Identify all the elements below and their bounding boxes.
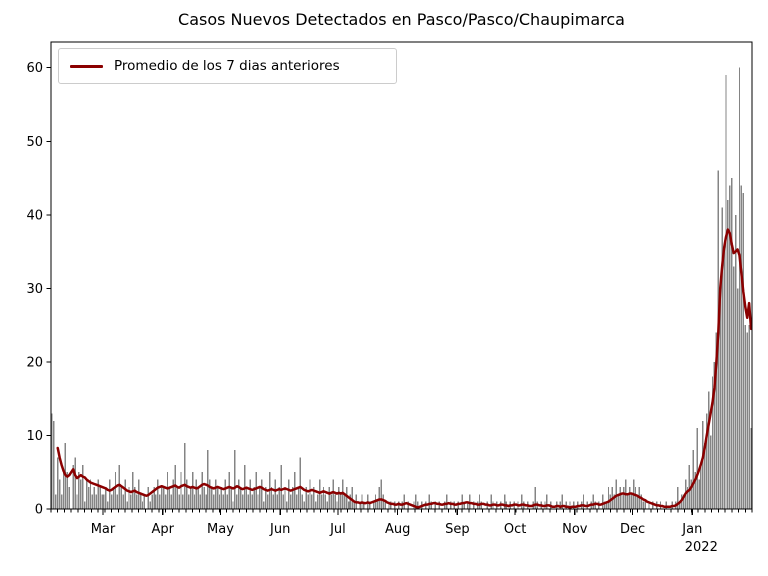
- avg-line-series: [56, 228, 753, 509]
- x-tick-label: Jul: [329, 522, 346, 537]
- y-tick-label: 60: [26, 61, 43, 76]
- legend-label: Promedio de los 7 dias anteriores: [114, 58, 340, 74]
- legend: Promedio de los 7 dias anteriores: [58, 48, 397, 84]
- axes: 0 10 20 30 40 50 60 Mar Apr May Jun Jul Aug Sep Oct Nov…: [26, 41, 753, 555]
- x-tick-label: Mar: [91, 522, 116, 537]
- x-tick-label: Nov: [562, 522, 588, 537]
- y-tick-label: 50: [26, 135, 43, 150]
- x-axis-year-label: 2022: [685, 540, 718, 555]
- x-tick-label: May: [207, 522, 234, 537]
- legend-line-swatch: [70, 64, 103, 68]
- x-tick-label: Apr: [151, 522, 174, 537]
- y-tick-label: 40: [26, 208, 43, 223]
- x-tick-label: Oct: [504, 522, 526, 537]
- x-tick-label: Jun: [269, 522, 290, 537]
- chart-title: Casos Nuevos Detectados en Pasco/Pasco/C…: [178, 10, 625, 29]
- x-tick-label: Sep: [445, 522, 470, 537]
- plot-frame: [50, 41, 753, 510]
- x-tick-label: Jan: [681, 522, 702, 537]
- y-tick-label: 0: [35, 503, 43, 518]
- y-tick-label: 20: [26, 355, 43, 370]
- y-tick-label: 10: [26, 429, 43, 444]
- x-tick-label: Aug: [385, 522, 410, 537]
- bars-series: [51, 67, 752, 510]
- y-tick-label: 30: [26, 282, 43, 297]
- x-tick-label: Dec: [620, 522, 645, 537]
